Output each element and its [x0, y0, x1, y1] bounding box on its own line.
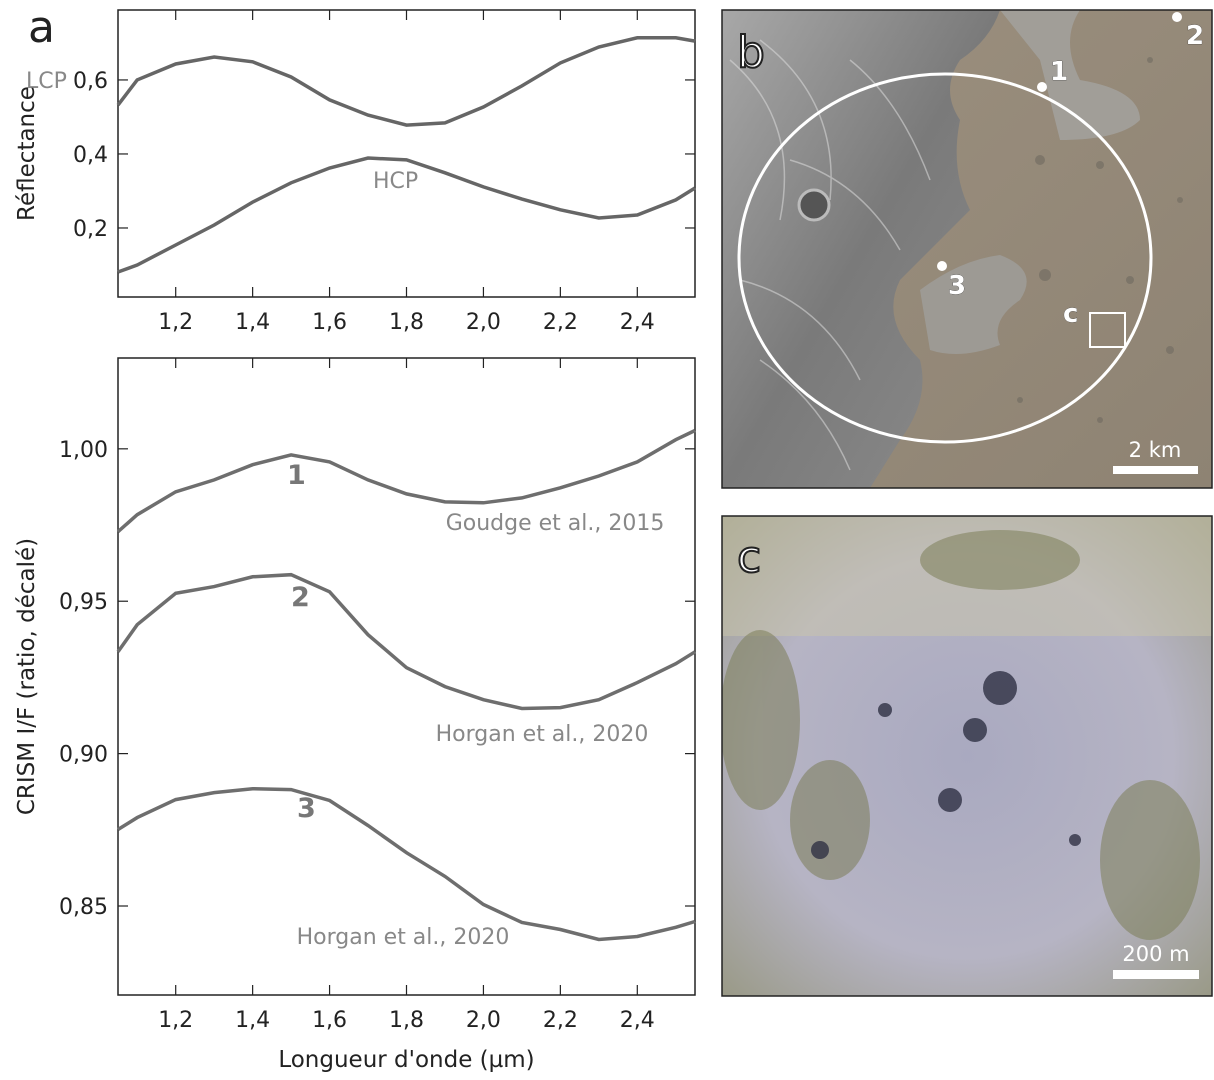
y-tick-label: 0,4 — [73, 143, 108, 168]
x-tick-label: 2,0 — [466, 310, 501, 335]
scale-bar-label: 200 m — [1122, 942, 1189, 966]
y-tick-label: 1,00 — [59, 438, 108, 463]
series-label: LCP — [26, 69, 67, 94]
line-series — [116, 572, 696, 711]
frame-c — [721, 515, 1213, 997]
x-axis-label: Longueur d'onde (µm) — [278, 1047, 534, 1073]
y-axis-label: CRISM I/F (ratio, décalé) — [14, 538, 40, 815]
series-label: 1 — [287, 460, 306, 491]
x-tick-label: 2,2 — [543, 1008, 578, 1033]
x-tick-label: 2,4 — [620, 310, 655, 335]
point-label: 3 — [948, 271, 966, 301]
point-label: 1 — [1050, 57, 1068, 87]
x-tick-label: 2,2 — [543, 310, 578, 335]
x-tick-label: 1,4 — [235, 310, 270, 335]
x-tick-label: 1,4 — [235, 1008, 270, 1033]
box-label: c — [1063, 299, 1078, 329]
map-image-c — [722, 516, 1212, 996]
y-tick-label: 0,6 — [73, 69, 108, 94]
x-tick-label: 2,4 — [620, 1008, 655, 1033]
panel-label: b — [737, 27, 765, 78]
source-label: Horgan et al., 2020 — [436, 722, 649, 747]
x-tick-label: 1,8 — [389, 310, 424, 335]
source-label: Goudge et al., 2015 — [446, 511, 665, 536]
x-tick-label: 1,6 — [312, 310, 347, 335]
y-tick-label: 0,90 — [59, 743, 108, 768]
x-tick-label: 1,2 — [158, 310, 193, 335]
point-label: 2 — [1186, 21, 1204, 51]
series-label: 2 — [291, 582, 310, 613]
plot-frame — [117, 357, 696, 996]
line-series — [116, 428, 696, 534]
x-tick-label: 1,8 — [389, 1008, 424, 1033]
line-series — [116, 36, 696, 127]
panel-label: a — [28, 2, 55, 53]
y-tick-label: 0,2 — [73, 217, 108, 242]
line-series — [117, 786, 696, 942]
y-axis-label: Réflectance — [14, 86, 40, 221]
series-label: 3 — [297, 793, 316, 824]
source-label: Horgan et al., 2020 — [297, 925, 510, 950]
x-tick-label: 1,2 — [158, 1008, 193, 1033]
series-label: HCP — [373, 169, 418, 194]
x-tick-label: 2,0 — [466, 1008, 501, 1033]
y-tick-label: 0,95 — [59, 590, 108, 615]
y-tick-label: 0,85 — [59, 895, 108, 920]
frame-b — [721, 9, 1213, 489]
scale-bar-label: 2 km — [1129, 438, 1182, 462]
panel-label: c — [737, 532, 761, 583]
map-image-b — [722, 10, 1212, 488]
plot-frame — [117, 9, 696, 298]
x-tick-label: 1,6 — [312, 1008, 347, 1033]
line-series — [117, 156, 696, 274]
